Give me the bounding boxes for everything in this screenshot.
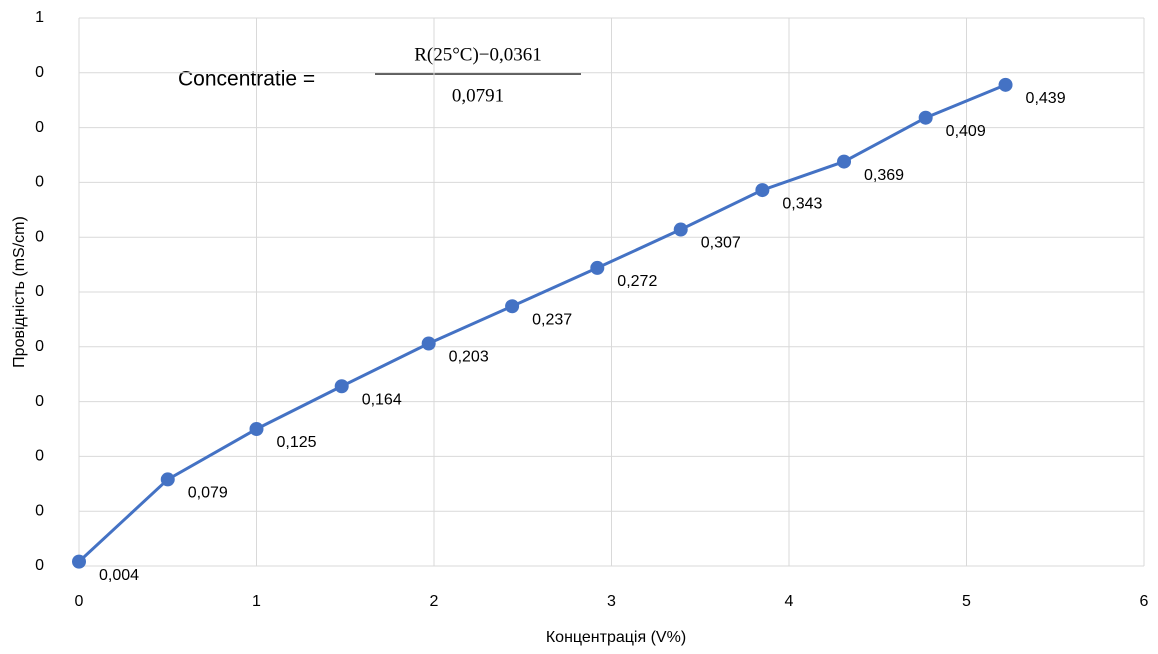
data-line (77, 83, 1007, 563)
y-tick-label: 0 (35, 338, 44, 355)
y-axis-title: Провідність (mS/cm) (11, 216, 28, 368)
data-point (72, 554, 86, 569)
data-point (421, 336, 436, 351)
data-label: 0,439 (1026, 90, 1066, 107)
data-label: 0,343 (782, 195, 822, 212)
y-tick-label: 0 (35, 228, 44, 245)
x-tick-label: 6 (1140, 593, 1149, 610)
data-label: 0,237 (532, 311, 572, 328)
x-tick-label: 5 (962, 593, 971, 610)
formula-numerator: R(25°C)−0,0361 (414, 44, 542, 65)
data-point (755, 183, 770, 198)
y-tick-label: 0 (35, 64, 44, 81)
data-point (249, 422, 264, 436)
data-label: 0,125 (277, 434, 317, 451)
data-label: 0,369 (864, 167, 904, 184)
data-label: 0,409 (946, 123, 986, 140)
x-tick-label: 3 (607, 593, 616, 610)
y-tick-label: 0 (35, 502, 44, 519)
y-tick-label: 0 (35, 174, 44, 191)
data-label: 0,307 (701, 235, 741, 252)
y-tick-label: 0 (35, 283, 44, 300)
x-tick-label: 1 (252, 593, 261, 610)
data-point (837, 154, 852, 169)
data-point (918, 110, 933, 125)
y-tick-label: 0 (35, 393, 44, 410)
data-point (334, 379, 349, 394)
x-tick-label: 4 (785, 593, 794, 610)
formula-denominator: 0,0791 (452, 85, 504, 106)
data-label: 0,272 (617, 273, 657, 290)
x-axis-title: Концентрація (V%) (546, 629, 686, 646)
formula-prefix: Concentratie = (178, 68, 315, 91)
y-tick-label: 0 (35, 119, 44, 136)
data-label: 0,079 (188, 485, 228, 502)
y-tick-label: 0 (35, 557, 44, 574)
data-point (673, 222, 688, 237)
data-label: 0,203 (449, 349, 489, 366)
y-tick-label: 0 (35, 448, 44, 465)
data-point (505, 299, 520, 314)
x-tick-label: 0 (75, 593, 84, 610)
data-point (160, 472, 175, 487)
data-label: 0,164 (362, 391, 402, 408)
data-point (998, 77, 1013, 92)
y-tick-label: 1 (35, 9, 44, 26)
x-tick-label: 2 (430, 593, 439, 610)
data-label: 0,004 (99, 567, 139, 584)
data-point (590, 260, 605, 275)
